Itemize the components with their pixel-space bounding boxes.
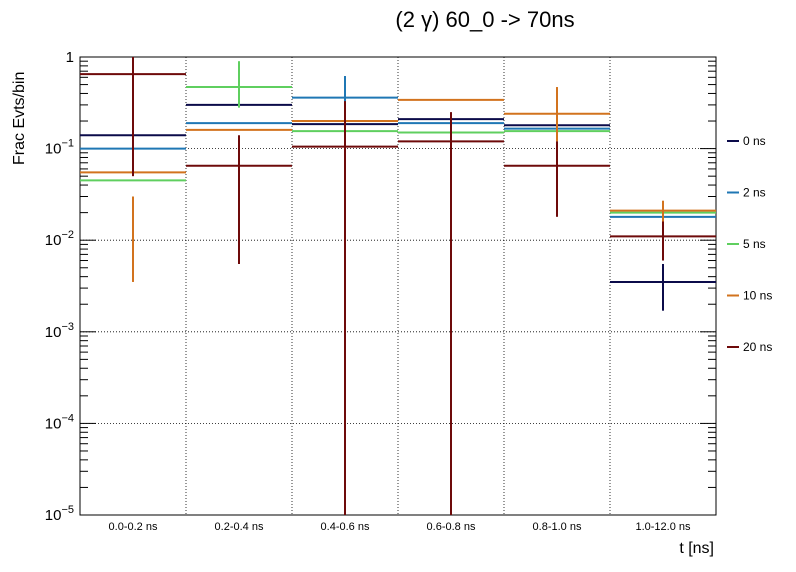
- legend-label: 5 ns: [743, 237, 766, 251]
- x-category-label: 0.4-0.6 ns: [321, 521, 370, 533]
- x-axis-title: t [ns]: [679, 540, 714, 557]
- y-tick-base: 10: [45, 324, 62, 341]
- y-tick-base: 10: [45, 415, 62, 432]
- y-axis-title: Frac Evts/bin: [11, 72, 28, 165]
- series-group: [80, 57, 716, 515]
- x-category-label: 0.8-1.0 ns: [533, 521, 582, 533]
- y-tick-exponent: −3: [61, 321, 74, 333]
- y-tick-base: 10: [45, 232, 62, 249]
- series-20-ns: [80, 57, 716, 515]
- legend-label: 20 ns: [743, 340, 772, 354]
- x-category-label: 1.0-12.0 ns: [635, 521, 691, 533]
- y-tick-exponent: −1: [61, 138, 74, 150]
- legend-label: 0 ns: [743, 134, 766, 148]
- legend: 0 ns 2 ns 5 ns 10 ns 20 ns: [727, 134, 772, 354]
- y-tick-label: 10−1: [45, 138, 74, 158]
- x-category-label: 0.6-0.8 ns: [427, 521, 476, 533]
- y-tick-exponent: −4: [61, 412, 74, 424]
- y-tick-label: 10−4: [45, 412, 74, 432]
- y-tick-label: 10−2: [45, 229, 74, 249]
- y-tick-exponent: −2: [61, 229, 74, 241]
- chart-title: (2 γ) 60_0 -> 70ns: [395, 7, 574, 32]
- y-tick-base: 10: [45, 141, 62, 158]
- y-tick-exponent: −5: [61, 504, 74, 516]
- legend-label: 10 ns: [743, 289, 772, 303]
- y-tick-base: 1: [66, 49, 74, 66]
- y-tick-label: 10−5: [45, 504, 74, 524]
- legend-label: 2 ns: [743, 186, 766, 200]
- x-category-label: 0.0-0.2 ns: [109, 521, 158, 533]
- x-axis-categories: 0.0-0.2 ns 0.2-0.4 ns 0.4-0.6 ns 0.6-0.8 ns…: [109, 521, 691, 533]
- y-tick-label: 10−3: [45, 321, 74, 341]
- x-category-label: 0.2-0.4 ns: [215, 521, 264, 533]
- y-tick-label: 1: [66, 49, 74, 66]
- y-tick-base: 10: [45, 507, 62, 524]
- y-axis-ticks: 10−510−410−310−210−11: [45, 49, 716, 524]
